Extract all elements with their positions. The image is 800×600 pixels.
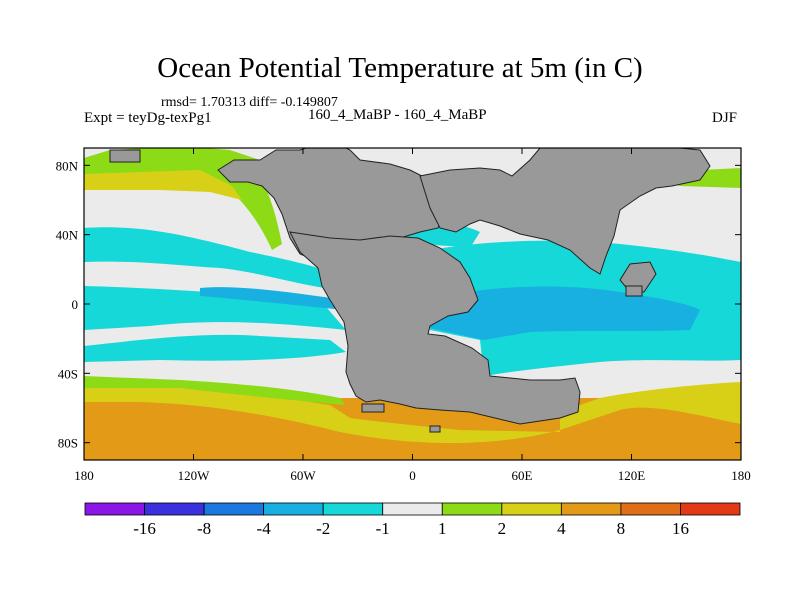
southern-yellow-band: [84, 380, 741, 444]
landmass-southern-islet-2: [429, 425, 441, 433]
colorbar: -16 -8 -4 -2 -1 1 2 4 8 16: [84, 502, 741, 538]
x-tick-label: 180: [74, 468, 94, 483]
period-subtitle: 160_4_MaBP - 160_4_MaBP: [308, 107, 487, 123]
colorbar-label: -1: [376, 519, 390, 538]
x-tick-label: 180: [731, 468, 751, 483]
x-tick-label: 0: [409, 468, 416, 483]
colorbar-swatch: [620, 502, 681, 516]
map-title: Ocean Potential Temperature at 5m (in C): [157, 52, 643, 84]
x-tick-label: 120E: [618, 468, 646, 483]
colorbar-swatch: [680, 502, 741, 516]
rmsd-diff-stats: rmsd= 1.70313 diff= -0.149807: [161, 95, 338, 110]
colorbar-swatch: [501, 502, 562, 516]
map-field: [84, 148, 741, 460]
colorbar-swatch: [382, 502, 443, 516]
map-axes: 180 120W 60W 0 60E 120E 180 80N 40N 0 40S 80S: [56, 148, 751, 483]
colorbar-label: -16: [133, 519, 156, 538]
landmass-southern-islet: [361, 403, 385, 413]
south-pacific-cyan-band: [84, 334, 346, 362]
north-pacific-yellow-band: [84, 170, 242, 200]
colorbar-swatch: [203, 502, 265, 516]
landmass-east-islands: [619, 261, 657, 293]
x-tick-label: 60W: [290, 468, 316, 483]
colorbar-label: 1: [438, 519, 447, 538]
colorbar-label: 2: [498, 519, 507, 538]
landmass-gondwana: [289, 231, 581, 425]
y-tick-label: 40S: [58, 366, 78, 381]
colorbar-label: -8: [197, 519, 211, 538]
colorbar-label: 8: [617, 519, 626, 538]
x-tick-label: 120W: [178, 468, 211, 483]
y-tick-label: 40N: [56, 228, 79, 243]
y-tick-label: 80N: [56, 158, 79, 173]
colorbar-label: 16: [672, 519, 689, 538]
y-tick-label: 0: [72, 297, 79, 312]
indian-ocean-blue-region: [430, 286, 700, 340]
equatorial-pacific-cyan-band: [84, 286, 346, 330]
colorbar-swatch: [560, 502, 622, 516]
colorbar-label: -4: [257, 519, 272, 538]
colorbar-swatch: [441, 502, 503, 516]
north-pacific-cyan-band: [84, 227, 340, 290]
colorbar-swatch: [322, 502, 384, 516]
equatorial-pacific-blue-strip: [200, 287, 346, 310]
landmass-eurasia: [419, 148, 711, 275]
landmass-arctic-islet: [109, 149, 141, 163]
experiment-label: Expt = teyDg-texPg1: [84, 110, 212, 126]
colorbar-label: 4: [557, 519, 566, 538]
colorbar-swatch: [144, 502, 205, 516]
landmass-east-islet: [625, 285, 643, 297]
colorbar-label: -2: [316, 519, 330, 538]
southern-green-band: [84, 376, 345, 405]
y-tick-label: 80S: [58, 436, 78, 451]
colorbar-swatch: [84, 502, 145, 516]
colorbar-swatch: [263, 502, 324, 516]
x-tick-label: 60E: [512, 468, 533, 483]
land-masses: [109, 148, 711, 433]
season-label: DJF: [712, 110, 738, 126]
